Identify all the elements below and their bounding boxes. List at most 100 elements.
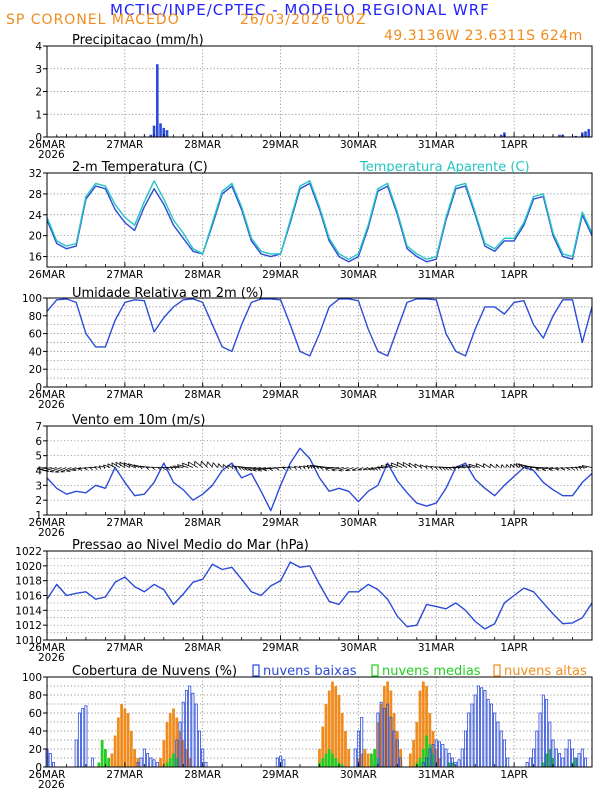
wind-barb bbox=[107, 463, 116, 468]
wind-title: Vento em 10m (m/s) bbox=[72, 413, 205, 428]
cloud-bar-mid bbox=[100, 740, 104, 767]
wind-barb-head bbox=[237, 466, 242, 470]
x-tick-label: 27MAR bbox=[106, 769, 143, 781]
cloud-bar-high bbox=[344, 731, 347, 767]
cloud-bar-low bbox=[146, 753, 150, 768]
x-tick-label: 31MAR bbox=[418, 517, 455, 529]
wind-barb-head bbox=[518, 463, 521, 468]
x-tick-label: 26MAR bbox=[29, 269, 66, 281]
wind-barb-head bbox=[248, 469, 253, 472]
wind-barb-head bbox=[438, 466, 443, 471]
y-tick-label: 1 bbox=[35, 109, 42, 121]
y-tick-label: 40 bbox=[29, 346, 42, 358]
wind-barb-head bbox=[309, 464, 313, 469]
cloud-bar-mid bbox=[340, 764, 344, 767]
wind-barb bbox=[506, 464, 510, 468]
wind-barb-head bbox=[173, 465, 177, 470]
wind-barb-head bbox=[78, 468, 83, 471]
clouds-title: Cobertura de Nuvens (%) bbox=[72, 664, 237, 679]
y-tick-label: 16 bbox=[29, 252, 43, 264]
temperature-line-blue bbox=[46, 182, 593, 263]
cloud-bar-low bbox=[567, 739, 571, 768]
wind-barb bbox=[351, 467, 359, 471]
wind-barb-head bbox=[83, 467, 88, 471]
precip-title: Precipitacao (mm/h) bbox=[72, 33, 204, 48]
cloud-bar-low bbox=[155, 762, 159, 768]
wind-barb-head bbox=[430, 466, 434, 470]
cloud-bar-high bbox=[120, 704, 124, 767]
wind-barb bbox=[133, 464, 145, 468]
wind-barb bbox=[501, 464, 505, 468]
wind-barb bbox=[420, 464, 427, 468]
x-tick-label: 28MAR bbox=[184, 139, 221, 151]
cloud-bar-mid bbox=[103, 749, 107, 767]
wind-barb bbox=[310, 464, 320, 468]
wind-panel: 1 2 3 4 5 6 7 26MAR 27MAR 28MAR 29MAR 30MAR 31MAR 1AP… bbox=[29, 413, 593, 539]
y-tick-label: 24 bbox=[29, 210, 43, 222]
wind-barb bbox=[483, 463, 491, 468]
cloud-bar-high bbox=[366, 753, 370, 767]
x-tick-label: 29MAR bbox=[262, 389, 299, 401]
y-tick-label: 20 bbox=[29, 744, 42, 756]
wind-barb-head bbox=[377, 466, 381, 470]
pressure-title: Pressao ao Nivel Medio do Mar (hPa) bbox=[72, 538, 309, 553]
y-tick-label: 1018 bbox=[15, 576, 42, 588]
wind-barb-head bbox=[520, 464, 524, 469]
cloud-bar-low bbox=[558, 753, 562, 768]
wind-barb-head bbox=[157, 467, 162, 471]
wind-barb-head bbox=[98, 465, 102, 470]
pressure-line-blue bbox=[46, 561, 593, 630]
cloud-legend-label: nuvens altas bbox=[504, 664, 587, 679]
wind-barb-head bbox=[548, 468, 553, 471]
y-tick-label: 1012 bbox=[15, 620, 42, 632]
cloud-bar-low bbox=[90, 757, 94, 768]
cloud-bar-low bbox=[476, 685, 480, 768]
cloud-bar-mid bbox=[431, 753, 435, 767]
cloud-bar-low bbox=[197, 730, 201, 768]
wind-barb-head bbox=[516, 463, 518, 468]
y-tick-label: 1014 bbox=[15, 605, 42, 617]
cloud-bar-low bbox=[528, 757, 532, 768]
x-tick-label: 27MAR bbox=[106, 139, 143, 151]
precip-bar bbox=[155, 64, 159, 137]
cloud-bar-low bbox=[554, 748, 558, 768]
wind-barb-head bbox=[396, 462, 399, 467]
cloud-bar-low bbox=[473, 694, 477, 768]
wind-line-blue bbox=[46, 447, 593, 512]
cloud-bar-low bbox=[51, 762, 55, 768]
x-tick-label: 28MAR bbox=[184, 769, 221, 781]
wind-barb-head bbox=[566, 467, 571, 471]
wind-barb bbox=[188, 461, 199, 468]
wind-barb bbox=[103, 464, 111, 468]
wind-barb bbox=[425, 465, 432, 468]
x-tick-label: 1APR bbox=[500, 139, 528, 151]
wind-barb-head bbox=[123, 462, 126, 467]
cloud-bar-mid bbox=[376, 758, 380, 767]
wind-barb-head bbox=[535, 468, 540, 471]
cloud-bar-high bbox=[421, 681, 425, 767]
cloud-bar-mid bbox=[425, 735, 428, 767]
wind-barb bbox=[496, 464, 500, 468]
cloud-bar-low bbox=[74, 739, 78, 768]
x-tick-label: 1APR bbox=[500, 517, 528, 529]
cloud-bar-high bbox=[162, 740, 166, 767]
cloud-bar-high bbox=[386, 681, 390, 767]
cloud-bar-low bbox=[188, 685, 192, 768]
wind-barb-head bbox=[331, 469, 336, 472]
y-tick-label: 28 bbox=[29, 189, 42, 201]
cloud-bar-high bbox=[116, 717, 120, 767]
wind-barb-head bbox=[145, 466, 150, 470]
cloud-bar-mid bbox=[175, 758, 179, 767]
x-year-label: 2026 bbox=[38, 652, 65, 664]
wind-barb bbox=[248, 467, 262, 470]
wind-barb bbox=[244, 467, 257, 469]
y-tick-label: 4 bbox=[35, 41, 42, 53]
y-tick-label: 1020 bbox=[15, 561, 42, 573]
y-tick-label: 1022 bbox=[15, 546, 42, 558]
precip-bar bbox=[149, 134, 153, 137]
precip-bar bbox=[152, 125, 156, 137]
cloud-bar-mid bbox=[321, 758, 325, 767]
precip-bar bbox=[499, 134, 503, 137]
cloud-bar-high bbox=[175, 717, 179, 767]
